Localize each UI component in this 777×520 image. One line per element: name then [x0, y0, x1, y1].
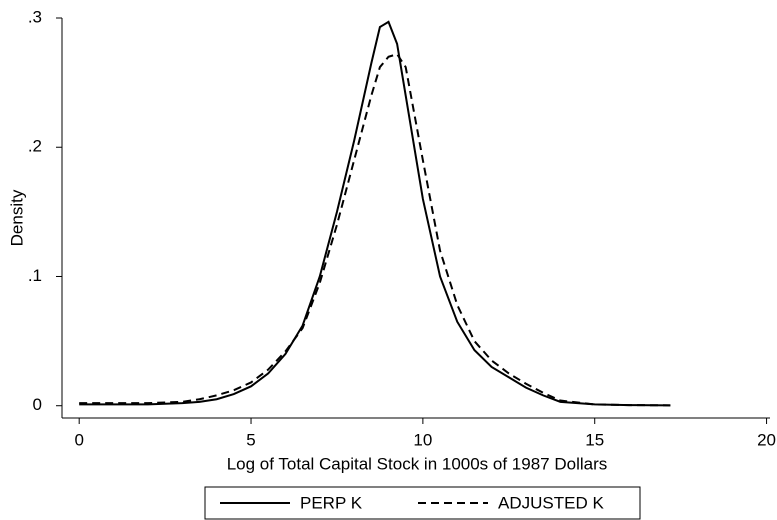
legend-label: ADJUSTED K [498, 493, 604, 512]
legend-box [204, 486, 641, 520]
y-tick-label: .3 [28, 7, 42, 26]
x-tick-label: 20 [757, 430, 776, 449]
x-tick-label: 15 [585, 430, 604, 449]
x-tick-label: 10 [413, 430, 432, 449]
y-tick-label: .1 [28, 266, 42, 285]
legend-label: PERP K [300, 493, 363, 512]
x-tick-label: 0 [74, 430, 83, 449]
x-tick-label: 5 [246, 430, 255, 449]
y-tick-label: .2 [28, 137, 42, 156]
y-tick-label: 0 [33, 395, 42, 414]
x-axis-label: Log of Total Capital Stock in 1000s of 1… [227, 454, 608, 473]
data-line [79, 53, 671, 407]
y-axis-label: Density [7, 189, 26, 246]
data-line [79, 20, 671, 407]
